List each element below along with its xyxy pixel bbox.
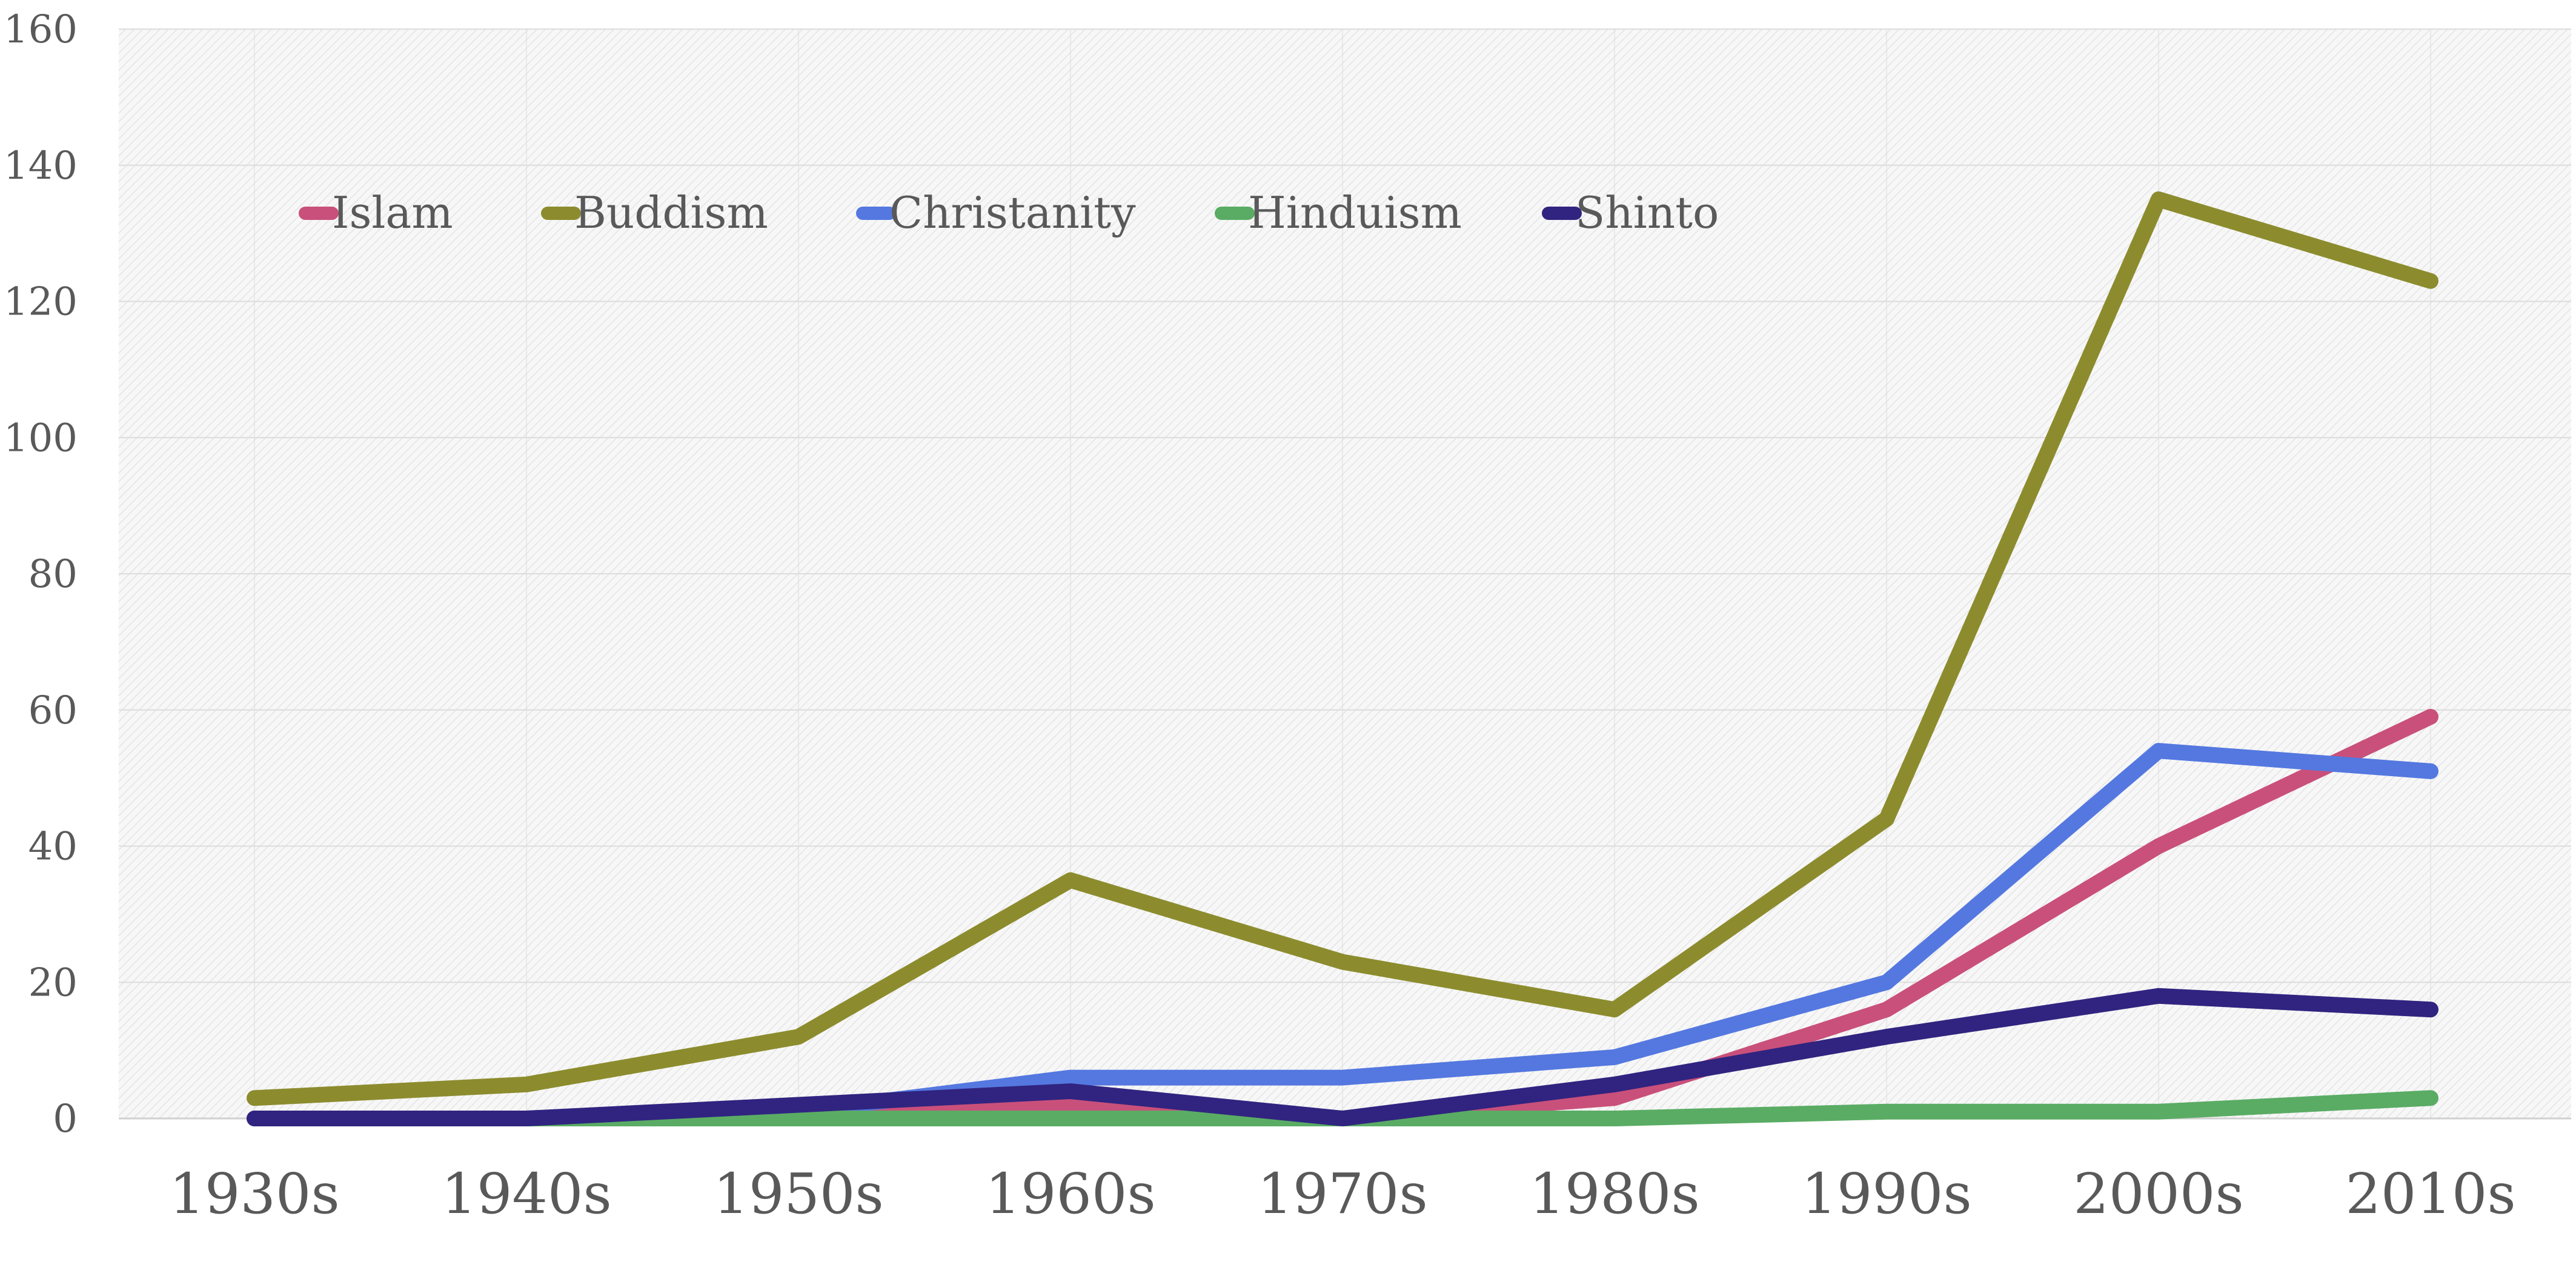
y-tick-label: 160 bbox=[4, 7, 78, 52]
y-tick-label: 20 bbox=[28, 960, 78, 1005]
x-tick-label: 1960s bbox=[985, 1161, 1155, 1226]
legend-label-shinto: Shinto bbox=[1575, 187, 1719, 238]
legend-label-islam: Islam bbox=[332, 187, 453, 238]
y-tick-label: 40 bbox=[28, 825, 78, 869]
y-axis: 0 20 40 60 80 100 120 140 160 bbox=[4, 7, 78, 1141]
x-tick-label: 1990s bbox=[1801, 1161, 1971, 1226]
x-tick-label: 1970s bbox=[1257, 1161, 1427, 1226]
legend-label-buddism: Buddism bbox=[574, 187, 768, 238]
x-axis: 1930s 1940s 1950s 1960s 1970s 1980s 1990s 2000s… bbox=[169, 1161, 2515, 1226]
y-tick-label: 0 bbox=[53, 1097, 78, 1141]
series-line-shinto bbox=[247, 988, 2438, 1126]
x-tick-label: 2000s bbox=[2073, 1161, 2243, 1226]
y-tick-label: 140 bbox=[4, 144, 78, 188]
x-tick-label: 1950s bbox=[713, 1161, 883, 1226]
x-tick-label: 1930s bbox=[169, 1161, 339, 1226]
y-tick-label: 100 bbox=[4, 416, 78, 460]
series-line-buddism bbox=[247, 191, 2438, 1106]
y-tick-label: 80 bbox=[28, 552, 78, 597]
gridlines bbox=[119, 28, 2571, 1120]
series-lines bbox=[247, 191, 2438, 1126]
legend: Islam Buddism Christanity Hinduism Shinto bbox=[299, 187, 1719, 238]
x-tick-label: 1940s bbox=[441, 1161, 611, 1226]
y-tick-label: 120 bbox=[4, 280, 78, 325]
y-tick-label: 60 bbox=[28, 688, 78, 733]
legend-label-hinduism: Hinduism bbox=[1248, 187, 1462, 238]
legend-label-christanity: Christanity bbox=[889, 187, 1136, 238]
x-tick-label: 2010s bbox=[2345, 1161, 2515, 1226]
x-tick-label: 1980s bbox=[1529, 1161, 1699, 1226]
